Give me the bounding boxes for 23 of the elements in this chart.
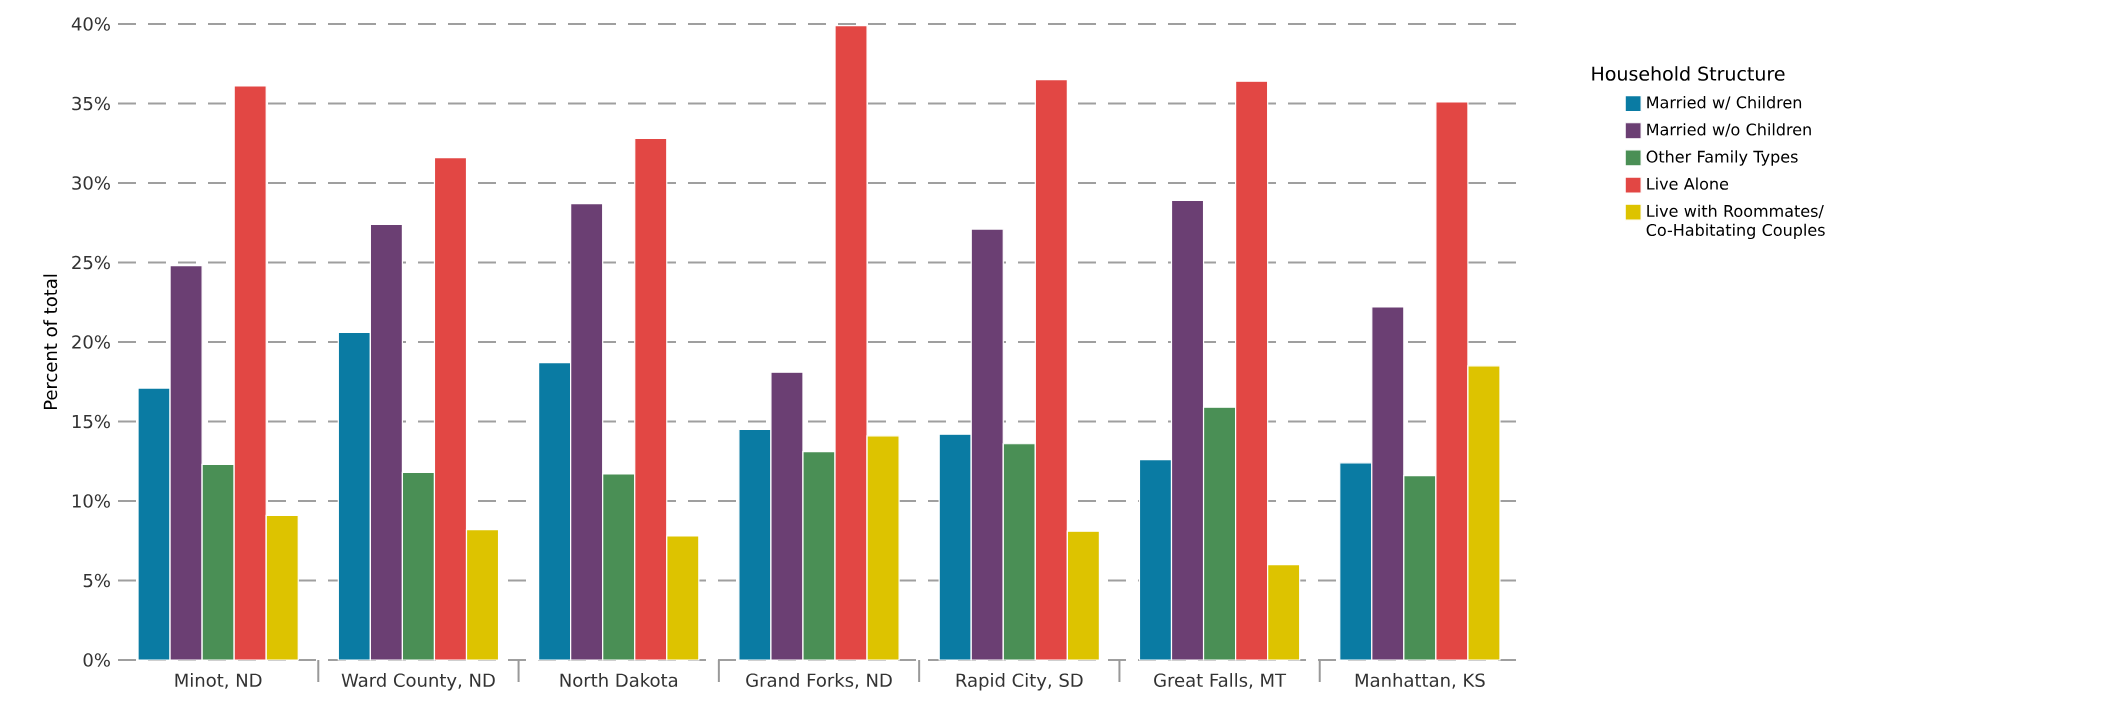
y-tick-label: 20% xyxy=(72,335,110,349)
legend-label: Other Family Types xyxy=(1646,150,1798,166)
x-tick-label: Grand Forks, ND xyxy=(746,673,892,689)
x-tick-label: North Dakota xyxy=(560,673,678,687)
legend-label: Married w/ Children xyxy=(1647,96,1802,110)
y-tick-label: 10% xyxy=(72,494,110,508)
y-tick-label: 40% xyxy=(71,17,110,31)
legend-label: Live with Roommates/ Co-Habitating Couples xyxy=(1646,204,1825,240)
y-tick-label: 5% xyxy=(83,573,110,588)
y-tick-label: 25% xyxy=(72,255,110,270)
x-tick-label: Minot, ND xyxy=(175,673,262,689)
y-tick-label: 30% xyxy=(72,176,110,190)
x-tick-label: Great Falls, MT xyxy=(1154,673,1287,689)
x-tick-label: Rapid City, SD xyxy=(956,673,1083,691)
x-tick-label: Ward County, ND xyxy=(341,673,495,691)
legend-title: Household Structure xyxy=(1592,66,1785,81)
legend-label: Live Alone xyxy=(1647,177,1729,190)
y-tick-label: 15% xyxy=(72,414,110,429)
x-tick-label: Manhattan, KS xyxy=(1355,673,1485,689)
y-tick-label: 0% xyxy=(83,653,110,667)
legend-label: Married w/o Children xyxy=(1647,123,1811,137)
y-tick-label: 35% xyxy=(72,96,110,111)
y-axis-title: Percent of total xyxy=(43,274,58,410)
